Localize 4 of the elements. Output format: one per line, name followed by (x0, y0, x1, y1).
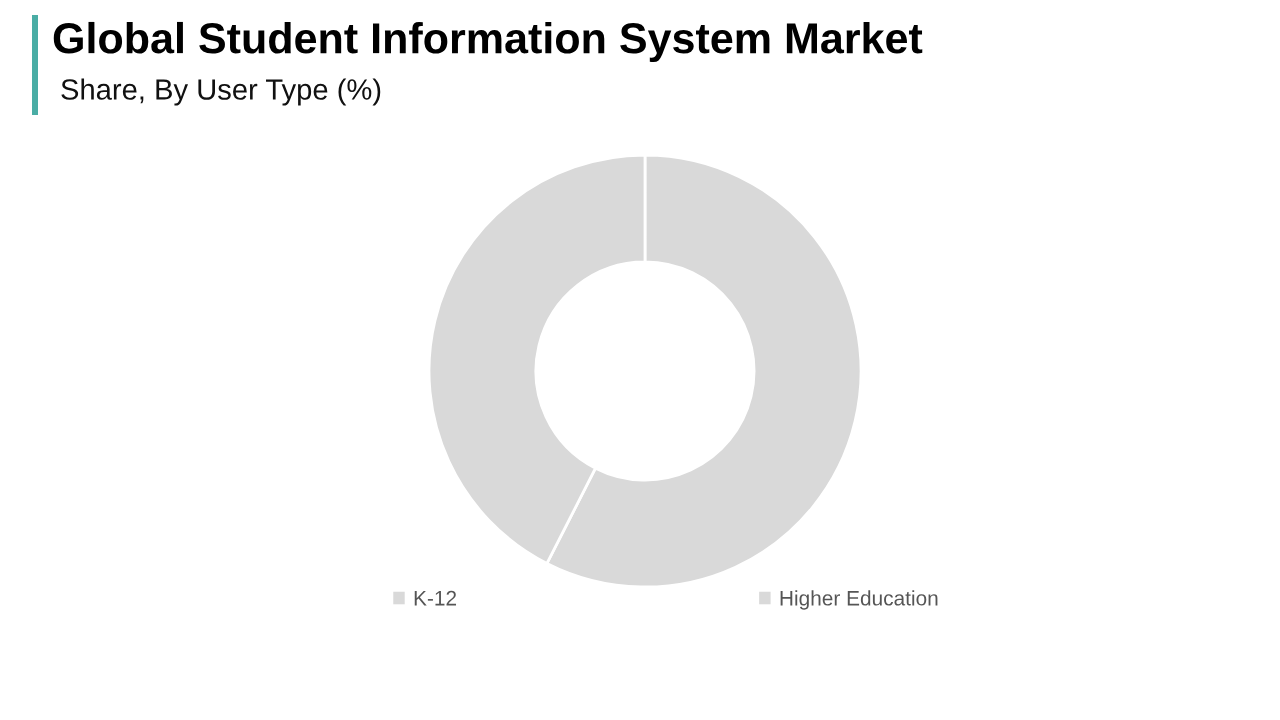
legend-label: Higher Education (780, 590, 938, 610)
chart-title: Global Student Information System Market (53, 21, 923, 63)
chart-subtitle: Share, By User Type (%) (61, 78, 381, 106)
legend-label: K-12 (414, 590, 457, 606)
